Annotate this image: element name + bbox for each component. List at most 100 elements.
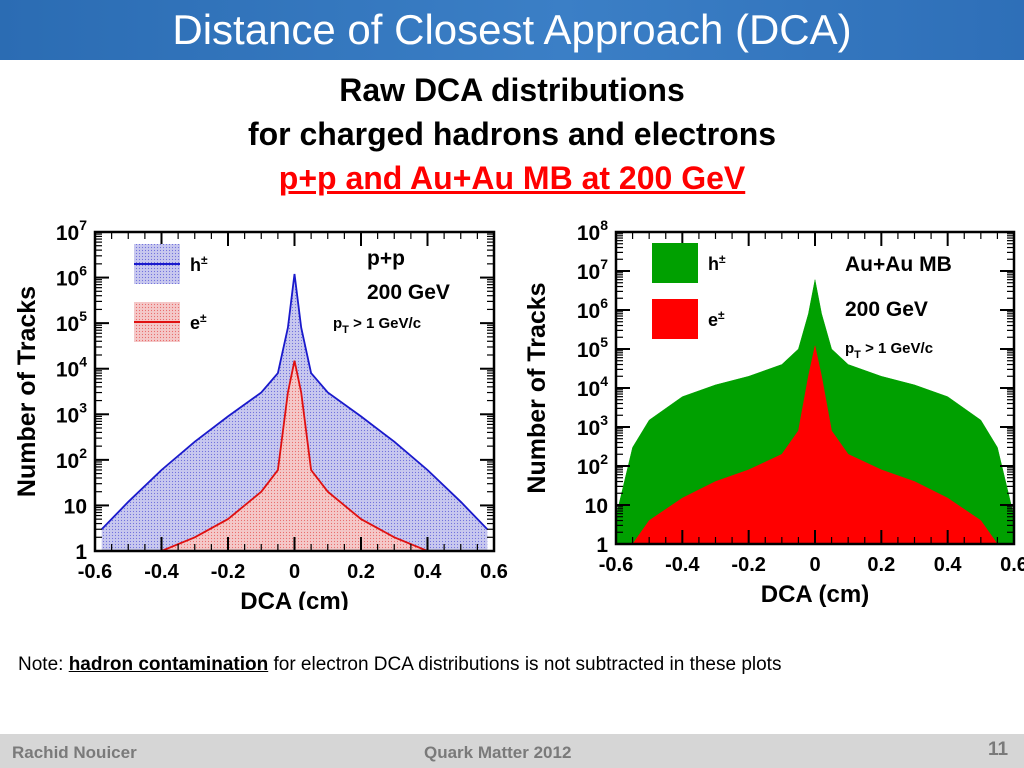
series-line-electron	[101, 360, 488, 552]
annotation: Au+Au MB	[845, 253, 952, 276]
subtitle-line-3-text: p+p and Au+Au MB at 200 GeV	[278, 160, 746, 196]
x-axis-label: DCA (cm)	[761, 581, 869, 608]
y-tick-label: 102	[56, 445, 87, 473]
y-axis-label: Number of Tracks	[523, 282, 551, 493]
legend-label-base: e	[190, 313, 200, 333]
x-tick-label: 0.6	[1000, 554, 1024, 576]
series-line-hadron	[101, 273, 488, 530]
y-tick-label-base: 10	[577, 378, 600, 401]
annotation: 200 GeV	[367, 281, 450, 304]
y-tick-label-exponent: 8	[600, 217, 608, 233]
legend-label-superscript: ±	[201, 253, 208, 267]
note-emphasis: hadron contamination	[68, 654, 269, 675]
y-tick-label-exponent: 5	[79, 308, 87, 324]
y-tick-label-exponent: 6	[600, 295, 608, 311]
y-tick-label-base: 1	[596, 534, 608, 557]
y-tick-label: 106	[56, 263, 87, 291]
pt-cut-subscript: T	[854, 349, 861, 361]
legend-label-superscript: ±	[200, 311, 207, 325]
subtitle-line-1: Raw DCA distributions	[339, 72, 685, 108]
y-tick-label: 10	[64, 495, 87, 518]
y-tick-label-exponent: 3	[600, 412, 608, 428]
y-tick-label-base: 10	[56, 313, 79, 336]
subtitle-line-3: p+p and Au+Au MB at 200 GeV	[0, 158, 1024, 198]
legend-label-superscript: ±	[718, 308, 725, 322]
y-tick-label-base: 1	[75, 541, 87, 564]
slide-header: Distance of Closest Approach (DCA)	[0, 0, 1024, 60]
legend-swatch	[652, 299, 698, 339]
pt-cut-subscript: T	[342, 324, 349, 336]
pt-cut-rest: > 1 GeV/c	[861, 340, 933, 357]
y-tick-label: 1	[75, 541, 87, 564]
x-tick-label: -0.2	[211, 561, 245, 583]
y-tick-label-base: 10	[56, 359, 79, 382]
x-tick-label: 0	[289, 561, 300, 583]
y-tick-label-base: 10	[577, 300, 600, 323]
legend-label-base: e	[708, 310, 718, 330]
x-axis-label: DCA (cm)	[240, 588, 348, 610]
series-area-electron	[616, 345, 1014, 544]
y-tick-label-base: 10	[56, 268, 79, 291]
subtitle-line-2: for charged hadrons and electrons	[247, 116, 777, 152]
pt-cut-label: pT > 1 GeV/c	[333, 315, 421, 336]
y-tick-label: 104	[56, 354, 87, 382]
legend-label: h±	[190, 253, 208, 275]
y-tick-label-exponent: 7	[600, 256, 608, 272]
y-axis-label: Number of Tracks	[13, 286, 41, 497]
y-tick-label-exponent: 6	[79, 263, 87, 279]
slide-title: Distance of Closest Approach (DCA)	[172, 6, 852, 53]
series-line-hadron	[615, 279, 1015, 517]
y-tick-label-base: 10	[577, 456, 600, 479]
pt-cut-symbol: p	[845, 340, 854, 357]
x-tick-label: 0.4	[934, 554, 963, 576]
x-tick-label: 0.6	[480, 561, 508, 583]
pt-cut-label: pT > 1 GeV/c	[845, 340, 933, 361]
note-prefix: Note:	[18, 654, 69, 675]
legend-label: e±	[708, 308, 725, 330]
y-tick-label-base: 10	[577, 339, 600, 362]
y-tick-label: 105	[577, 334, 608, 362]
y-tick-label: 103	[577, 412, 608, 440]
y-tick-label-base: 10	[577, 222, 600, 245]
legend-label-base: h	[708, 254, 719, 274]
y-tick-label-base: 10	[577, 417, 600, 440]
x-tick-label: 0.2	[867, 554, 895, 576]
pt-cut-symbol: p	[333, 315, 342, 332]
y-tick-label: 102	[577, 451, 608, 479]
y-tick-label: 105	[56, 308, 87, 336]
x-tick-label: -0.4	[665, 554, 700, 576]
x-tick-label: 0.4	[414, 561, 443, 583]
series-line-electron	[616, 345, 1014, 545]
x-tick-label: -0.2	[731, 554, 765, 576]
y-tick-label-base: 10	[56, 222, 79, 245]
y-tick-label-base: 10	[585, 495, 608, 518]
x-tick-label: 0	[809, 554, 820, 576]
y-tick-label: 10	[585, 495, 608, 518]
x-tick-label: -0.4	[144, 561, 179, 583]
legend-label-base: h	[190, 255, 201, 275]
y-tick-label-exponent: 2	[600, 451, 608, 467]
y-tick-label-base: 10	[64, 495, 87, 518]
y-tick-label-exponent: 3	[79, 399, 87, 415]
y-tick-label: 103	[56, 399, 87, 427]
page-number: 11	[988, 739, 1009, 760]
y-tick-label: 107	[56, 217, 87, 245]
y-tick-label-exponent: 7	[79, 217, 87, 233]
legend-label: e±	[190, 311, 207, 333]
y-tick-label: 104	[577, 373, 608, 401]
x-tick-label: 0.2	[347, 561, 375, 583]
legend-label-superscript: ±	[719, 252, 726, 266]
footer-conference: Quark Matter 2012	[424, 743, 572, 762]
y-tick-label-base: 10	[577, 261, 600, 284]
legend-label: h±	[708, 252, 726, 274]
x-tick-label: -0.6	[599, 554, 633, 576]
y-tick-label: 1	[596, 534, 608, 557]
footer-author: Rachid Nouicer	[12, 743, 137, 762]
annotation: p+p	[367, 247, 405, 270]
y-tick-label-base: 10	[56, 404, 79, 427]
y-tick-label: 106	[577, 295, 608, 323]
y-tick-label-exponent: 4	[600, 373, 608, 389]
y-tick-label: 108	[577, 217, 608, 245]
